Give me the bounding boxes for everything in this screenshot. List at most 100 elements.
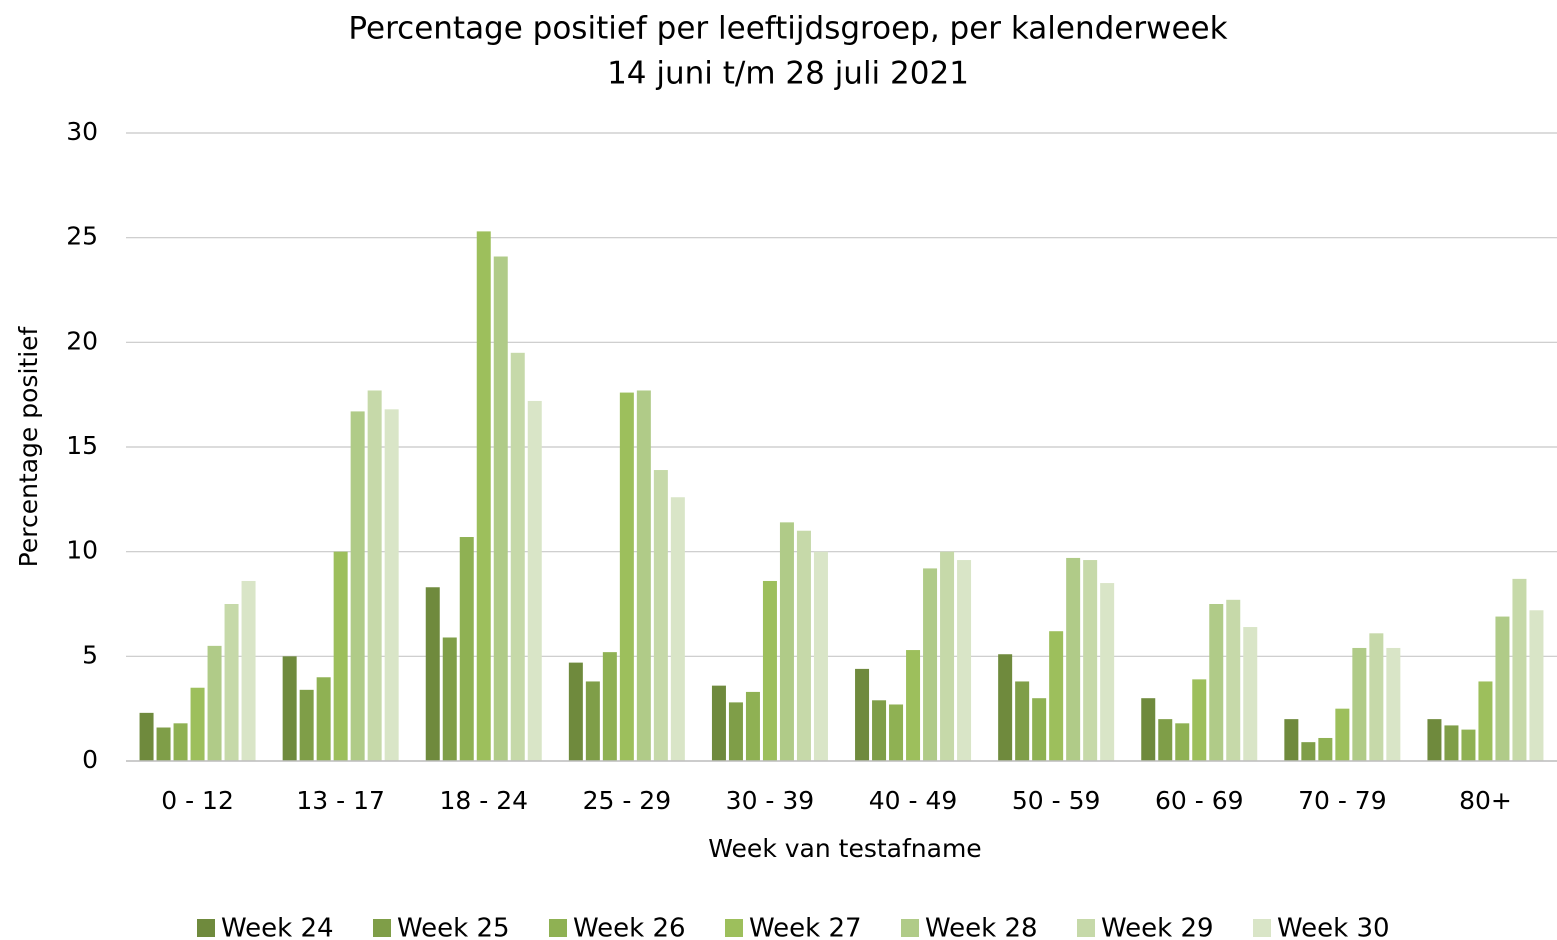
bar (1495, 616, 1510, 761)
bar (762, 580, 777, 761)
x-tick-label: 18 - 24 (439, 786, 528, 815)
bar (1049, 631, 1064, 761)
bar (1032, 698, 1047, 761)
bar (1243, 627, 1258, 761)
bar (813, 551, 828, 761)
legend-swatch (373, 919, 391, 937)
bar (889, 704, 904, 761)
bar (1335, 708, 1350, 761)
bar (1386, 647, 1401, 761)
bar (1352, 647, 1367, 761)
bar (636, 390, 651, 761)
y-tick-label: 0 (82, 745, 98, 774)
bar (1512, 578, 1527, 761)
bar (779, 522, 794, 761)
chart-subtitle: 14 juni t/m 28 juli 2021 (607, 56, 969, 92)
y-tick-label: 5 (82, 640, 98, 669)
bar (442, 637, 457, 761)
bar (173, 723, 188, 761)
bar (1444, 725, 1459, 761)
x-axis-label: Week van testafname (708, 834, 981, 863)
x-tick-label: 25 - 29 (583, 786, 672, 815)
y-tick-label: 30 (66, 117, 98, 146)
y-axis-label: Percentage positief (14, 325, 43, 567)
bar (585, 681, 600, 761)
bar (872, 700, 887, 761)
legend-label: Week 27 (749, 914, 862, 940)
bar (1226, 599, 1241, 761)
x-tick-label: 60 - 69 (1155, 786, 1244, 815)
y-tick-label: 10 (66, 536, 98, 565)
bar (1461, 729, 1476, 761)
bar (493, 256, 508, 761)
y-tick-label: 25 (66, 222, 98, 251)
legend-swatch (197, 919, 215, 937)
legend-label: Week 30 (1277, 914, 1390, 940)
bar (957, 560, 972, 761)
bar (139, 712, 154, 761)
bar (367, 390, 382, 761)
legend-swatch (1253, 919, 1271, 937)
bar (241, 580, 256, 761)
bar (855, 668, 870, 761)
bar (350, 411, 365, 761)
bar (316, 677, 331, 761)
bar (1369, 633, 1384, 761)
bar (1529, 610, 1544, 761)
bar (653, 470, 668, 761)
legend-label: Week 25 (397, 914, 510, 940)
bar (796, 530, 811, 761)
legend-label: Week 26 (573, 914, 686, 940)
bar (1066, 557, 1081, 761)
bar (1158, 719, 1173, 761)
legend-label: Week 28 (925, 914, 1038, 940)
legend-swatch (549, 919, 567, 937)
bar (1100, 583, 1115, 761)
x-tick-label: 30 - 39 (726, 786, 815, 815)
bar (299, 689, 314, 761)
x-tick-label: 50 - 59 (1012, 786, 1101, 815)
legend-swatch (901, 919, 919, 937)
bar (527, 400, 542, 761)
bar (602, 652, 617, 761)
bar (425, 587, 440, 761)
bar (670, 497, 685, 761)
x-tick-label: 80+ (1459, 786, 1512, 815)
bar (1083, 560, 1098, 761)
y-tick-label: 20 (66, 326, 98, 355)
bar (1284, 719, 1299, 761)
legend-swatch (725, 919, 743, 937)
bar (728, 702, 743, 761)
bar (1141, 698, 1156, 761)
bar (333, 551, 348, 761)
bar (224, 604, 239, 761)
x-tick-label: 40 - 49 (869, 786, 958, 815)
bar (923, 568, 938, 761)
bar (745, 691, 760, 761)
x-tick-label: 70 - 79 (1298, 786, 1387, 815)
bar (906, 650, 921, 761)
bar (568, 662, 583, 761)
legend-label: Week 29 (1101, 914, 1214, 940)
bar (998, 654, 1013, 761)
bar (282, 656, 297, 761)
bar (1427, 719, 1442, 761)
x-tick-label: 13 - 17 (296, 786, 385, 815)
chart-title: Percentage positief per leeftijdsgroep, … (348, 11, 1227, 47)
x-tick-label: 0 - 12 (161, 786, 234, 815)
bar (619, 392, 634, 761)
bar (190, 687, 205, 761)
bar (156, 727, 171, 761)
bar (459, 537, 474, 761)
bar (476, 231, 491, 762)
legend-label: Week 24 (221, 914, 334, 940)
bar (510, 352, 525, 761)
bar (1015, 681, 1030, 761)
bar (711, 685, 726, 761)
bar (1478, 681, 1493, 761)
y-tick-label: 15 (66, 431, 98, 460)
bar (940, 551, 955, 761)
bar (1175, 723, 1190, 761)
bar (1192, 679, 1207, 761)
